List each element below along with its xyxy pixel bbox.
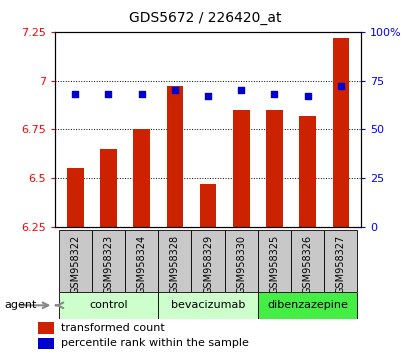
- Text: dibenzazepine: dibenzazepine: [267, 300, 347, 310]
- Text: GSM958324: GSM958324: [136, 235, 146, 294]
- Point: [138, 91, 145, 97]
- Bar: [224, 230, 257, 292]
- Text: transformed count: transformed count: [61, 323, 164, 333]
- Bar: [125, 230, 158, 292]
- Bar: [332, 38, 348, 227]
- Bar: [67, 168, 83, 227]
- Point: [237, 87, 244, 93]
- Bar: [58, 292, 158, 319]
- Bar: [158, 292, 257, 319]
- Bar: [38, 322, 54, 334]
- Text: GSM958330: GSM958330: [236, 235, 246, 294]
- Bar: [257, 292, 357, 319]
- Bar: [191, 230, 224, 292]
- Text: percentile rank within the sample: percentile rank within the sample: [61, 338, 248, 348]
- Text: GSM958323: GSM958323: [103, 235, 113, 294]
- Text: GSM958325: GSM958325: [269, 235, 279, 294]
- Bar: [290, 230, 324, 292]
- Text: agent: agent: [4, 300, 36, 310]
- Text: GSM958322: GSM958322: [70, 235, 80, 294]
- Text: GSM958327: GSM958327: [335, 235, 345, 294]
- Point: [337, 84, 343, 89]
- Bar: [100, 149, 117, 227]
- Bar: [166, 86, 183, 227]
- Bar: [58, 230, 92, 292]
- Point: [303, 93, 310, 99]
- Point: [72, 91, 79, 97]
- Bar: [299, 115, 315, 227]
- Text: GSM958326: GSM958326: [302, 235, 312, 294]
- Point: [105, 91, 112, 97]
- Point: [270, 91, 277, 97]
- Bar: [92, 230, 125, 292]
- Text: GDS5672 / 226420_at: GDS5672 / 226420_at: [128, 11, 281, 25]
- Text: GSM958329: GSM958329: [202, 235, 213, 294]
- Point: [204, 93, 211, 99]
- Bar: [133, 129, 150, 227]
- Bar: [257, 230, 290, 292]
- Bar: [265, 110, 282, 227]
- Text: bevacizumab: bevacizumab: [171, 300, 245, 310]
- Bar: [199, 184, 216, 227]
- Point: [171, 87, 178, 93]
- Text: GSM958328: GSM958328: [169, 235, 180, 294]
- Bar: [158, 230, 191, 292]
- Bar: [324, 230, 357, 292]
- Bar: [232, 110, 249, 227]
- Text: control: control: [89, 300, 128, 310]
- Bar: [38, 337, 54, 349]
